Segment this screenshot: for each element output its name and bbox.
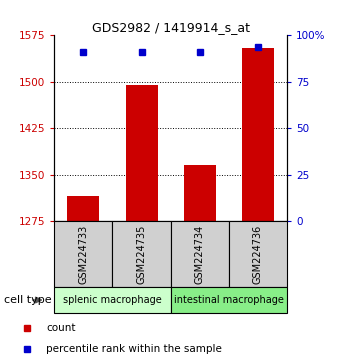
Text: GSM224736: GSM224736 <box>253 224 263 284</box>
Bar <box>67 196 99 221</box>
Bar <box>54 221 112 287</box>
Text: GSM224735: GSM224735 <box>136 224 147 284</box>
Text: GSM224733: GSM224733 <box>78 224 88 284</box>
Bar <box>54 287 171 313</box>
Bar <box>229 221 287 287</box>
Text: intestinal macrophage: intestinal macrophage <box>174 295 284 305</box>
Title: GDS2982 / 1419914_s_at: GDS2982 / 1419914_s_at <box>92 21 250 34</box>
Text: splenic macrophage: splenic macrophage <box>63 295 162 305</box>
Bar <box>112 221 171 287</box>
Text: GSM224734: GSM224734 <box>195 224 205 284</box>
Bar <box>184 165 216 221</box>
Text: count: count <box>46 323 76 333</box>
Text: percentile rank within the sample: percentile rank within the sample <box>46 344 222 354</box>
Bar <box>171 287 287 313</box>
Text: cell type: cell type <box>4 295 51 305</box>
Bar <box>242 48 274 221</box>
Bar <box>126 85 158 221</box>
Bar <box>171 221 229 287</box>
